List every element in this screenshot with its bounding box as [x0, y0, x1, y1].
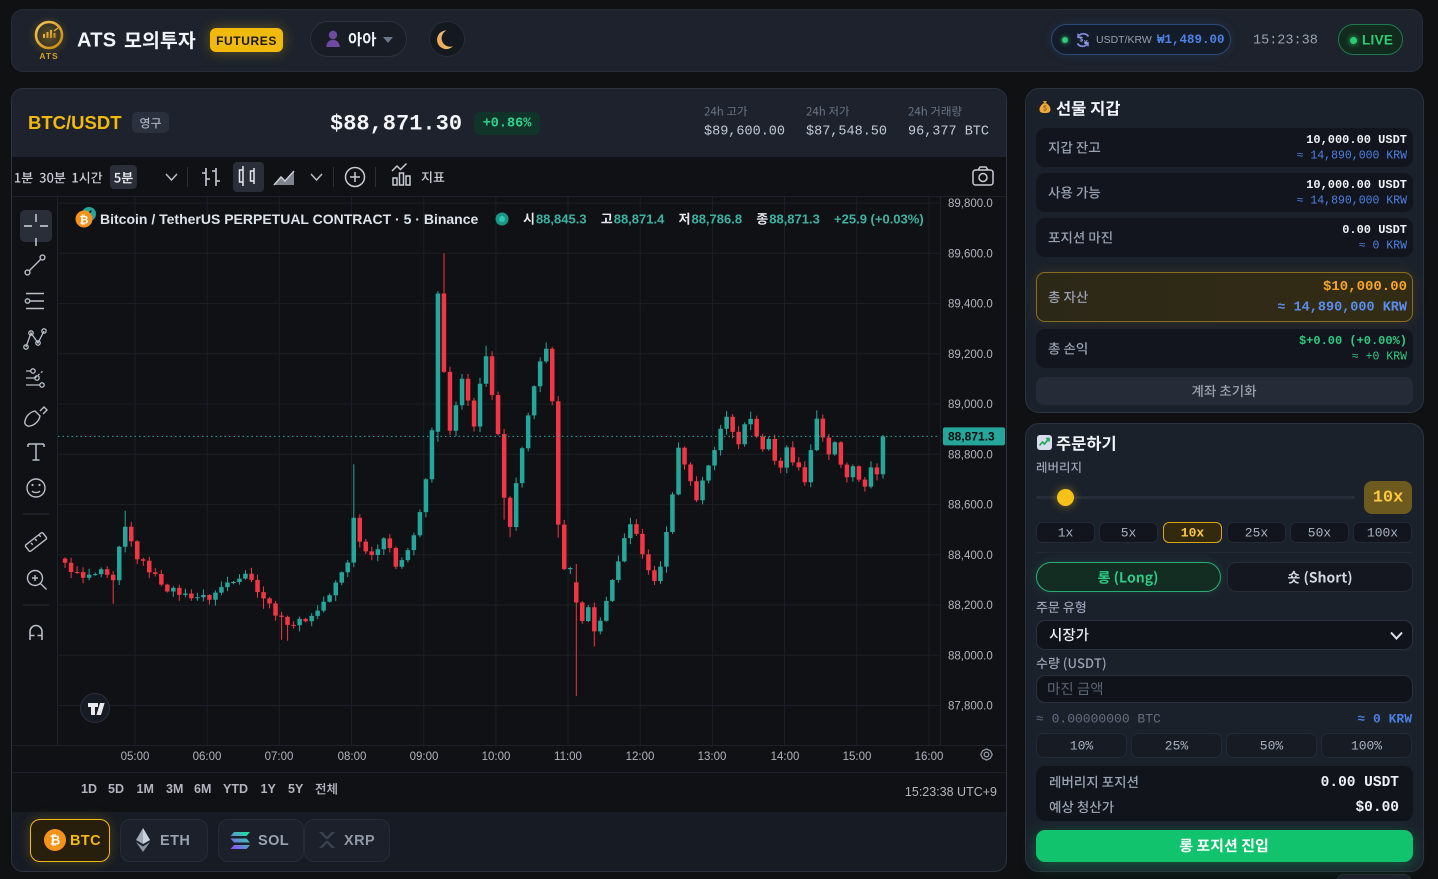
svg-text:89,400.0: 89,400.0	[948, 299, 993, 311]
svg-text:88,600.0: 88,600.0	[948, 500, 993, 512]
svg-text:07:00: 07:00	[265, 751, 294, 763]
svg-text:14:00: 14:00	[771, 751, 800, 763]
svg-text:87,800.0: 87,800.0	[948, 701, 993, 713]
svg-text:89,800.0: 89,800.0	[948, 198, 993, 210]
svg-text:88,400.0: 88,400.0	[948, 550, 993, 562]
svg-text:88,000.0: 88,000.0	[948, 650, 993, 662]
svg-text:88,786.8: 88,786.8	[691, 212, 742, 227]
svg-text:12:00: 12:00	[626, 751, 655, 763]
svg-text:15:00: 15:00	[843, 751, 872, 763]
svg-text:16:00: 16:00	[915, 751, 944, 763]
svg-text:+25.9 (+0.03%): +25.9 (+0.03%)	[834, 212, 924, 227]
svg-text:88,845.3: 88,845.3	[536, 212, 587, 227]
svg-text:89,000.0: 89,000.0	[948, 399, 993, 411]
svg-text:88,200.0: 88,200.0	[948, 600, 993, 612]
svg-text:11:00: 11:00	[554, 751, 582, 763]
svg-text:Bitcoin / TetherUS PERPETUAL C: Bitcoin / TetherUS PERPETUAL CONTRACT · …	[100, 211, 479, 227]
svg-text:06:00: 06:00	[193, 751, 222, 763]
svg-text:09:00: 09:00	[410, 751, 439, 763]
svg-text:$: $	[1080, 37, 1084, 44]
svg-text:₿: ₿	[80, 214, 89, 226]
svg-text:89,600.0: 89,600.0	[948, 248, 993, 260]
svg-text:ATS: ATS	[39, 51, 58, 61]
svg-text:89,200.0: 89,200.0	[948, 349, 993, 361]
svg-text:88,871.3: 88,871.3	[769, 212, 820, 227]
svg-text:88,871.3: 88,871.3	[948, 429, 995, 443]
svg-text:10:00: 10:00	[482, 751, 511, 763]
svg-text:05:00: 05:00	[121, 751, 150, 763]
svg-text:08:00: 08:00	[338, 751, 367, 763]
svg-text:88,800.0: 88,800.0	[948, 449, 993, 461]
svg-text:¥: ¥	[1084, 39, 1088, 46]
svg-text:88,871.4: 88,871.4	[614, 212, 665, 227]
svg-text:13:00: 13:00	[698, 751, 727, 763]
svg-text:₿: ₿	[50, 833, 61, 848]
